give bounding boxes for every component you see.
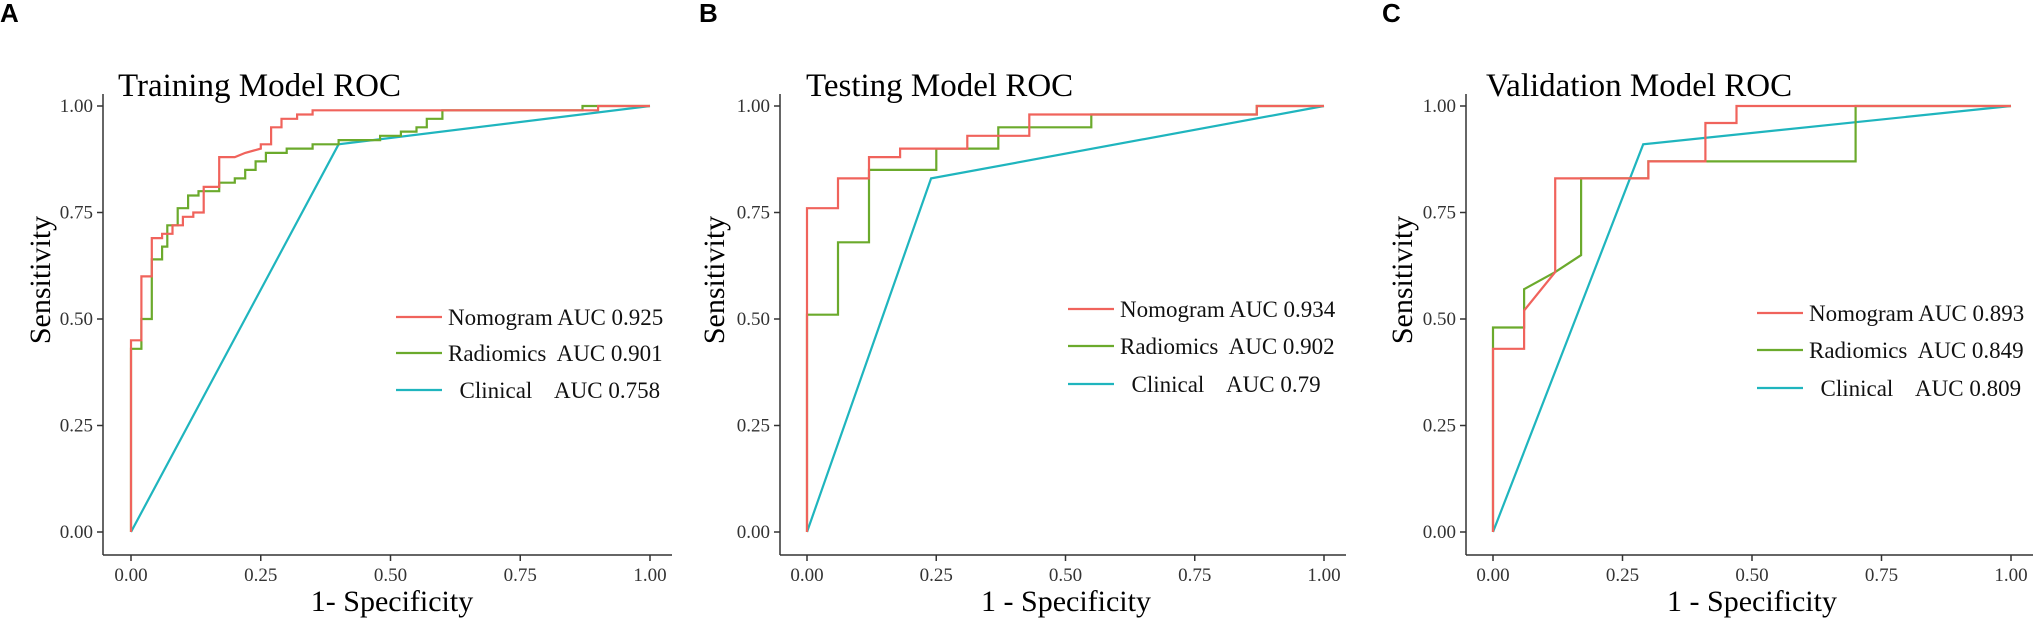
y-tick-label-c: 1.00: [1423, 96, 1456, 117]
legend-label-nomogram-a: Nomogram AUC 0.925: [448, 305, 663, 330]
y-tick-label-a: 0.25: [60, 416, 93, 437]
legend-label-radiomics-b: Radiomics AUC 0.902: [1120, 334, 1335, 359]
legend-label-radiomics-a: Radiomics AUC 0.901: [448, 341, 663, 366]
plot-area-c: 0.00 0.25 0.50 0.75 1.00 0.00 0.25 0.50 0.75 1.00…: [1423, 94, 2033, 586]
panel-label-b: B: [699, 0, 718, 28]
legend-label-nomogram-c: Nomogram AUC 0.893: [1809, 301, 2024, 326]
x-tick-label-a: 0.00: [114, 565, 147, 586]
legend-label-clinical-a: Clinical AUC 0.758: [448, 378, 660, 403]
roc-line-nomogram-a: [129, 104, 650, 532]
x-tick-label-c: 1.00: [1994, 565, 2027, 586]
panel-a: A Training Model ROC 1- Specificity Sens…: [0, 0, 672, 618]
y-tick-label-b: 1.00: [737, 96, 770, 117]
roc-line-nomogram-c: [1491, 104, 2011, 532]
x-tick-label-c: 0.25: [1606, 565, 1639, 586]
roc-line-radiomics-c: [1491, 104, 2011, 532]
x-tick-label-b: 0.50: [1049, 565, 1082, 586]
x-tick-label-a: 0.50: [374, 565, 407, 586]
legend-label-radiomics-c: Radiomics AUC 0.849: [1809, 338, 2024, 363]
y-axis-title-c: Sensitivity: [1386, 216, 1419, 344]
chart-title-a: Training Model ROC: [118, 68, 401, 104]
y-tick-label-b: 0.00: [737, 522, 770, 543]
plot-area-a: 0.00 0.25 0.50 0.75 1.00 0.00 0.25 0.50 0.75 1.00…: [60, 94, 672, 586]
y-tick-label-b: 0.75: [737, 203, 770, 224]
x-tick-label-a: 0.25: [244, 565, 277, 586]
y-axis-title-a: Sensitivity: [24, 216, 57, 344]
x-tick-label-c: 0.75: [1865, 565, 1898, 586]
panel-label-a: A: [0, 0, 19, 28]
legend-label-clinical-b: Clinical AUC 0.79: [1120, 372, 1321, 397]
roc-line-nomogram-b: [805, 104, 1324, 532]
chart-title-b: Testing Model ROC: [806, 68, 1073, 104]
legend-label-clinical-c: Clinical AUC 0.809: [1809, 376, 2021, 401]
legend-label-nomogram-b: Nomogram AUC 0.934: [1120, 297, 1336, 322]
y-tick-label-a: 0.50: [60, 309, 93, 330]
roc-line-clinical-c: [1491, 104, 2012, 533]
y-tick-label-a: 0.00: [60, 522, 93, 543]
roc-line-clinical-b: [805, 104, 1325, 533]
y-tick-label-b: 0.50: [737, 309, 770, 330]
panel-c: C Validation Model ROC 1 - Specificity S…: [1382, 0, 2033, 618]
y-tick-label-c: 0.50: [1423, 309, 1456, 330]
x-tick-label-b: 0.75: [1178, 565, 1211, 586]
y-tick-label-c: 0.00: [1423, 522, 1456, 543]
x-tick-label-c: 0.50: [1735, 565, 1768, 586]
x-axis-title-b: 1 - Specificity: [981, 585, 1151, 618]
x-tick-label-b: 1.00: [1307, 565, 1340, 586]
roc-line-radiomics-a: [129, 104, 650, 532]
y-tick-label-c: 0.25: [1423, 416, 1456, 437]
x-tick-label-a: 1.00: [633, 565, 666, 586]
x-tick-label-a: 0.75: [504, 565, 537, 586]
x-axis-title-c: 1 - Specificity: [1667, 585, 1837, 618]
x-tick-label-b: 0.00: [790, 565, 823, 586]
panel-b: B Testing Model ROC 1 - Specificity Sens…: [698, 0, 1346, 618]
plot-area-b: 0.00 0.25 0.50 0.75 1.00 0.00 0.25 0.50 0.75 1.00…: [737, 94, 1346, 586]
x-axis-title-a: 1- Specificity: [311, 585, 473, 618]
x-tick-label-c: 0.00: [1476, 565, 1509, 586]
y-tick-label-a: 1.00: [60, 96, 93, 117]
y-tick-label-c: 0.75: [1423, 203, 1456, 224]
y-axis-title-b: Sensitivity: [698, 216, 731, 344]
chart-title-c: Validation Model ROC: [1486, 68, 1792, 104]
y-tick-label-b: 0.25: [737, 416, 770, 437]
panel-label-c: C: [1382, 0, 1401, 28]
x-tick-label-b: 0.25: [920, 565, 953, 586]
y-tick-label-a: 0.75: [60, 203, 93, 224]
